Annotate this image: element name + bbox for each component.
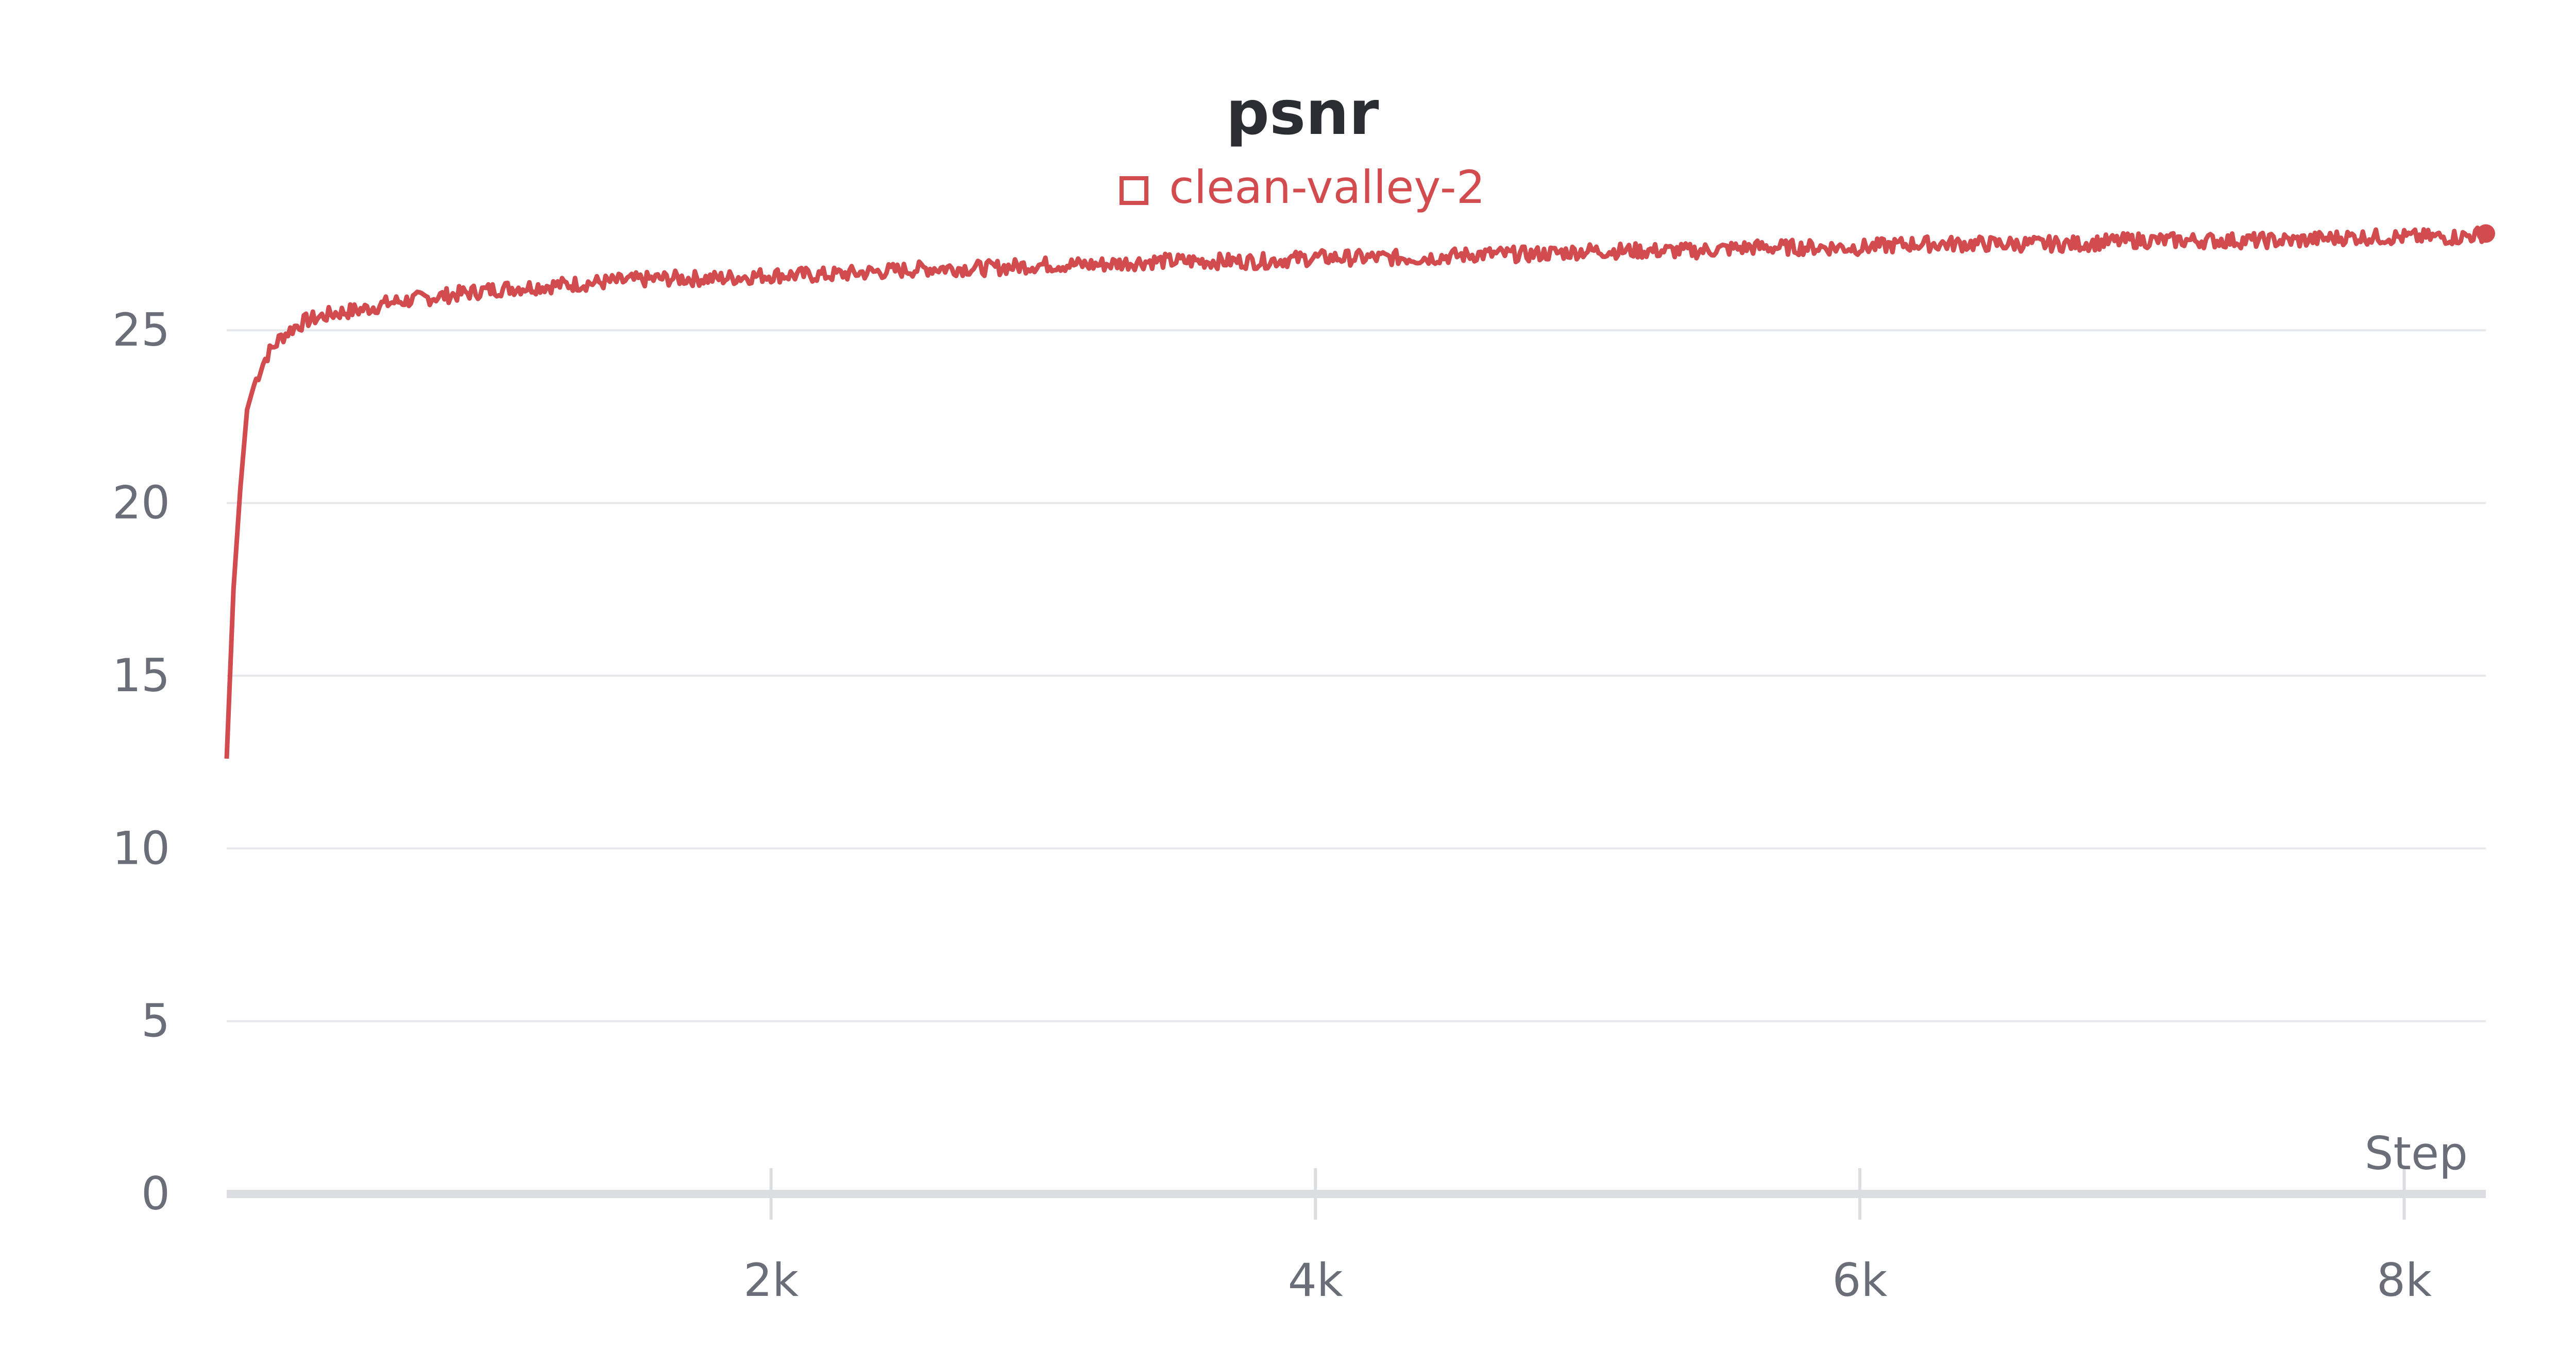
series-layer — [224, 224, 2495, 759]
x-tick-label-1: 4k — [1288, 1254, 1343, 1307]
axis-labels: 0 5 10 15 20 25 2k 4k 6k 8k Step — [112, 303, 2468, 1307]
series-end-point-0 — [2477, 224, 2495, 243]
y-tick-label-2: 10 — [112, 822, 170, 875]
x-tick-label-0: 2k — [743, 1254, 799, 1307]
x-tick-label-3: 8k — [2377, 1254, 2432, 1307]
x-axis — [227, 1168, 2486, 1220]
y-tick-label-4: 20 — [112, 476, 170, 529]
legend-swatch-icon — [1120, 176, 1149, 205]
x-tick-label-2: 6k — [1832, 1254, 1887, 1307]
legend-series-label: clean-valley-2 — [1169, 161, 1485, 214]
y-tick-label-5: 25 — [112, 303, 170, 356]
y-tick-label-3: 15 — [112, 649, 170, 702]
series-line-0 — [224, 225, 2487, 759]
grid-lines — [227, 329, 2486, 1022]
chart-title: psnr — [1226, 77, 1379, 148]
legend[interactable]: clean-valley-2 — [0, 161, 2576, 214]
x-axis-title: Step — [2365, 1127, 2468, 1180]
y-tick-label-1: 5 — [141, 995, 170, 1048]
y-tick-label-0: 0 — [141, 1167, 170, 1220]
